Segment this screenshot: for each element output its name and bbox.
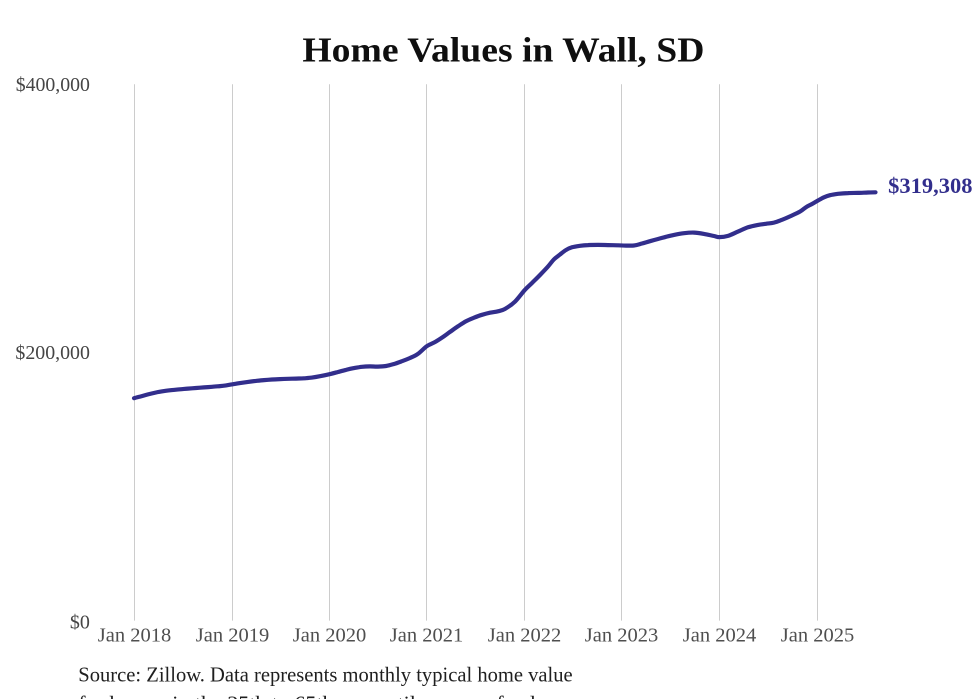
svg-text:Jan 2018: Jan 2018 xyxy=(98,625,172,647)
svg-text:$400,000: $400,000 xyxy=(16,74,90,96)
svg-text:Jan 2023: Jan 2023 xyxy=(585,625,659,647)
svg-text:Jan 2025: Jan 2025 xyxy=(781,625,855,647)
svg-text:$319,308: $319,308 xyxy=(888,173,972,198)
svg-text:Jan 2021: Jan 2021 xyxy=(390,625,464,647)
svg-text:Jan 2019: Jan 2019 xyxy=(196,625,270,647)
svg-text:Jan 2022: Jan 2022 xyxy=(488,625,562,647)
svg-text:Jan 2020: Jan 2020 xyxy=(293,625,367,647)
svg-text:$0: $0 xyxy=(70,612,90,634)
svg-text:Home Values in Wall, SD: Home Values in Wall, SD xyxy=(302,31,704,70)
svg-text:for homes in the 35th to 65th: for homes in the 35th to 65th percentile… xyxy=(78,692,565,699)
svg-text:Jan 2024: Jan 2024 xyxy=(683,625,757,647)
svg-text:Source: Zillow. Data represent: Source: Zillow. Data represents monthly … xyxy=(78,662,572,686)
svg-text:$200,000: $200,000 xyxy=(15,342,90,364)
